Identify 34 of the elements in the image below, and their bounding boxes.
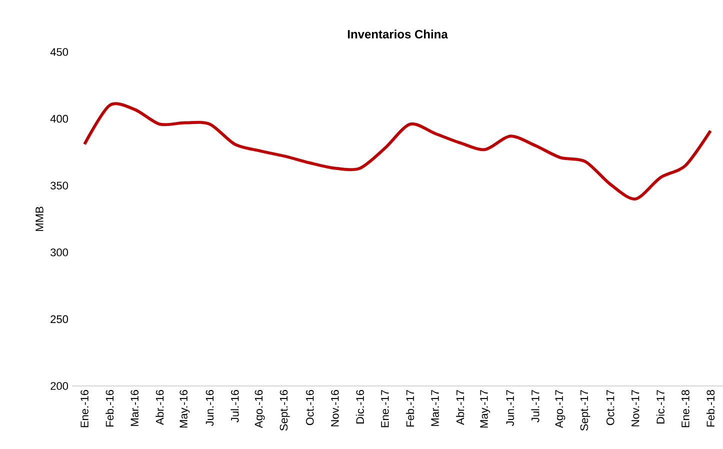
x-tick-label: Feb.-16 [106,390,114,427]
x-tick-label: Jul.-17 [531,390,540,422]
x-tick-label: Feb.-17 [406,390,414,427]
y-tick-label: 450 [50,48,68,56]
y-tick-label: 300 [50,248,68,256]
x-tick-label: Nov.-17 [632,390,640,426]
x-tick-label: May.-16 [180,390,190,428]
x-tick-label: Mar.-16 [130,390,138,426]
x-tick-label: Ene.-16 [80,390,88,428]
x-tick-label: Dic.-17 [656,390,664,424]
x-tick-label: Ene.-17 [381,390,389,428]
x-tick-label: Ago.-16 [254,390,265,428]
x-tick-label: Ene.-18 [682,390,690,428]
y-tick-label: 350 [50,182,68,190]
x-tick-label: Jun.-16 [206,390,214,426]
y-axis-title: MMB [36,206,44,231]
x-tick-label: Abr.-16 [156,390,164,425]
x-tick-label: May.-17 [480,390,490,428]
x-tick-label: Dic.-16 [356,390,364,424]
x-tick-label: Feb.-18 [706,390,715,427]
x-tick-label: Ago.-17 [555,390,566,428]
x-tick-label: Mar.-17 [431,390,439,426]
x-tick-label: Sept.-17 [580,390,590,431]
chart-title: Inventarios China [348,30,448,38]
x-tick-label: Sept.-16 [280,390,290,431]
y-tick-label: 400 [50,114,68,123]
y-tick-label: 200 [50,382,68,390]
x-tick-label: Nov.-16 [331,390,339,426]
x-tick-label: Oct.-17 [606,390,614,426]
x-tick-label: Abr.-17 [456,390,464,425]
y-tick-label: 250 [50,315,68,324]
x-tick-label: Jun.-17 [506,390,514,426]
x-tick-label: Oct.-16 [306,390,314,426]
x-tick-label: Jul.-16 [230,390,239,422]
